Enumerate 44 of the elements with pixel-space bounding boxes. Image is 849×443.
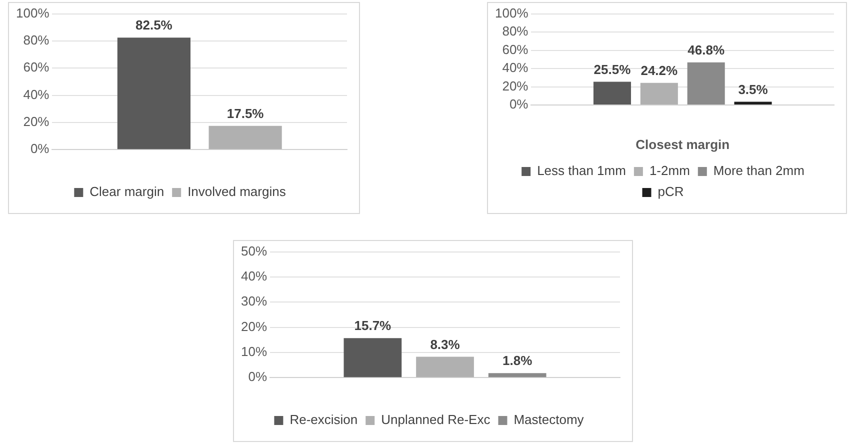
- y-tick-label: 30%: [240, 294, 268, 309]
- y-tick-label: 80%: [502, 24, 529, 39]
- data-label: 1.8%: [502, 353, 533, 368]
- legend-label: Less than 1mm: [537, 163, 626, 178]
- y-tick-label: 0%: [30, 141, 50, 156]
- legend-label: Unplanned Re-Exc: [381, 412, 491, 428]
- data-label: 3.5%: [738, 82, 768, 97]
- data-label: 17.5%: [226, 106, 264, 121]
- legend-label: Involved margins: [188, 184, 286, 200]
- bar: [640, 82, 678, 104]
- bar: [593, 82, 632, 104]
- legend-label: Re-excision: [290, 412, 358, 428]
- y-tick-label: 60%: [23, 60, 50, 75]
- data-label: 82.5%: [136, 18, 173, 33]
- data-label: 46.8%: [688, 42, 725, 58]
- y-tick-label: 60%: [502, 42, 529, 57]
- data-label: 24.2%: [640, 63, 678, 78]
- y-tick-label: 40%: [23, 86, 50, 102]
- y-tick-label: 20%: [23, 114, 50, 130]
- y-tick-label: 0%: [248, 369, 268, 384]
- y-tick-label: 100%: [495, 5, 529, 20]
- data-label: 25.5%: [594, 62, 632, 77]
- legend-label: Clear margin: [90, 184, 164, 200]
- legend-label: Mastectomy: [514, 412, 584, 428]
- bar: [734, 102, 772, 104]
- bar: [687, 62, 725, 104]
- legend-label: More than 2mm: [713, 163, 804, 178]
- y-tick-label: 50%: [240, 243, 268, 258]
- y-tick-label: 40%: [240, 268, 268, 284]
- y-tick-label: 0%: [509, 96, 529, 112]
- y-tick-label: 80%: [23, 32, 50, 48]
- y-tick-label: 20%: [502, 78, 529, 94]
- data-label: 15.7%: [354, 318, 392, 334]
- bar: [344, 338, 402, 378]
- data-label: 8.3%: [430, 336, 460, 352]
- legend-label: 1-2mm: [649, 163, 690, 178]
- y-tick-label: 100%: [16, 5, 50, 20]
- bar: [488, 373, 546, 378]
- legend-label: pCR: [658, 184, 684, 200]
- y-tick-label: 40%: [502, 60, 529, 76]
- y-tick-label: 20%: [240, 318, 268, 334]
- bar: [416, 356, 474, 378]
- y-tick-label: 10%: [240, 344, 268, 360]
- x-axis-title: Closest margin: [636, 136, 730, 152]
